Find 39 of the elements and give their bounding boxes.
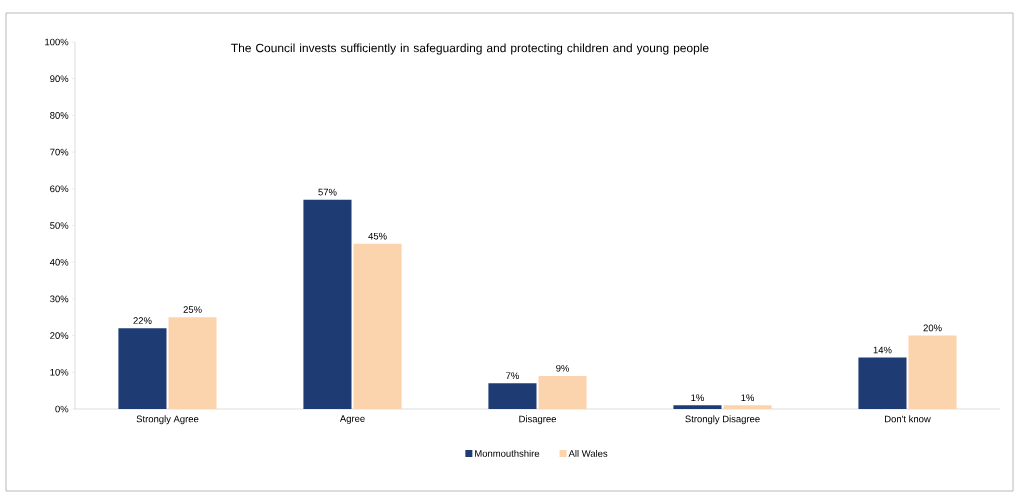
data-label: 22% (133, 317, 152, 324)
bar (488, 383, 537, 409)
y-tick-label: 80% (50, 112, 69, 119)
y-tick-label: 40% (49, 258, 69, 266)
bar (538, 375, 587, 409)
data-label: 20% (923, 324, 942, 332)
data-label: 25% (183, 306, 202, 313)
y-tick-label: 20% (50, 332, 69, 339)
x-tick-label: Strongly Disagree (685, 415, 760, 425)
y-tick-label: 10% (50, 368, 69, 376)
data-label: 9% (556, 364, 570, 372)
bar (723, 405, 772, 409)
data-label: 7% (506, 372, 519, 379)
bar (673, 405, 722, 409)
y-tick-label: 70% (50, 148, 69, 156)
data-label: 14% (873, 346, 892, 354)
data-label: 1% (741, 394, 755, 401)
bar (303, 199, 352, 409)
x-tick-label: Disagree (519, 415, 557, 425)
data-label: 57% (318, 188, 337, 196)
bar (168, 317, 217, 409)
legend-label: All Wales (568, 449, 608, 457)
bar (858, 357, 907, 409)
y-tick-label: 30% (50, 295, 69, 303)
data-label: 45% (368, 232, 387, 240)
bar (118, 328, 167, 409)
y-tick-label: 50% (50, 222, 69, 229)
bar (353, 243, 402, 409)
y-tick-label: 60% (50, 185, 69, 193)
data-label: 1% (691, 394, 704, 401)
x-tick-label: Strongly Agree (136, 415, 199, 425)
legend-label: Monmouthshire (475, 449, 540, 457)
bar (908, 335, 957, 409)
x-tick-label: Don't know (885, 415, 931, 423)
chart-title: The Council invests sufficiently in safeguarding and protecting children and young people (231, 43, 709, 55)
y-tick-label: 90% (50, 75, 69, 83)
y-tick-label: 0% (55, 405, 69, 413)
y-tick-label: 100% (45, 38, 69, 46)
x-tick-label: Agree (339, 415, 365, 424)
